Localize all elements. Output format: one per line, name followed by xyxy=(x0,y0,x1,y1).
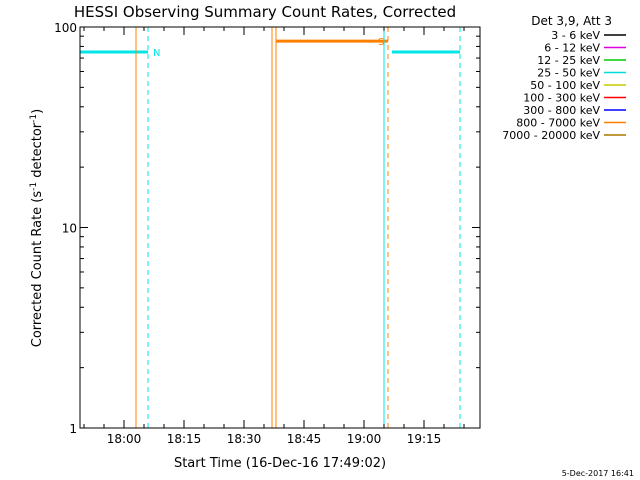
y-tick-label-2: 100 xyxy=(54,21,77,35)
legend-title: Det 3,9, Att 3 xyxy=(531,14,612,28)
flag-label-S: S xyxy=(378,37,384,48)
legend-entry-0: 3 - 6 keV xyxy=(551,29,600,42)
y-label-sup2: -1 xyxy=(29,114,39,123)
plot-frame xyxy=(79,26,481,429)
legend-entry-3: 25 - 50 keV xyxy=(537,67,600,80)
y-label-sup1: -1 xyxy=(29,182,39,191)
y-tick-label-1: 10 xyxy=(62,222,77,236)
flag-layer: NS xyxy=(80,37,460,59)
y-label-part2: detector xyxy=(30,122,45,182)
legend-entry-6: 300 - 800 keV xyxy=(523,104,600,117)
vline-layer xyxy=(135,27,461,428)
x-tick-label-5: 19:15 xyxy=(407,432,442,446)
legend-entry-5: 100 - 300 keV xyxy=(523,92,600,105)
timestamp: 5-Dec-2017 16:41 xyxy=(562,469,634,478)
y-label-part3: ) xyxy=(30,109,45,114)
chart-title: HESSI Observing Summary Count Rates, Cor… xyxy=(74,3,456,21)
y-label-part1: Corrected Count Rate (s xyxy=(30,191,45,348)
legend-entry-2: 12 - 25 keV xyxy=(537,54,600,67)
x-tick-label-4: 19:00 xyxy=(347,432,382,446)
flag-label-N: N xyxy=(153,48,160,59)
y-tick-label-0: 1 xyxy=(69,422,77,436)
legend-entry-4: 50 - 100 keV xyxy=(530,79,600,92)
legend-entry-1: 6 - 12 keV xyxy=(544,42,600,55)
x-axis-label: Start Time (16-Dec-16 17:49:02) xyxy=(174,456,386,471)
legend-entry-8: 7000 - 20000 keV xyxy=(502,129,600,142)
x-tick-label-0: 18:00 xyxy=(107,432,142,446)
x-tick-label-1: 18:15 xyxy=(167,432,202,446)
axes-layer: 18:00 18:15 18:30 18:45 19:00 19:15 1 10 100 xyxy=(54,21,480,446)
x-tick-label-3: 18:45 xyxy=(287,432,322,446)
x-tick-label-2: 18:30 xyxy=(227,432,262,446)
legend-entry-7: 800 - 7000 keV xyxy=(516,117,600,130)
y-axis-label: Corrected Count Rate (s-1 detector-1) xyxy=(29,109,45,347)
